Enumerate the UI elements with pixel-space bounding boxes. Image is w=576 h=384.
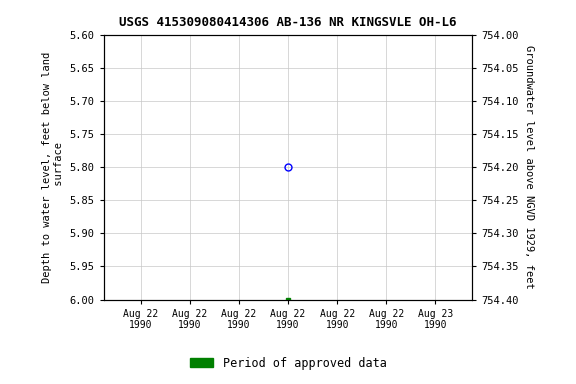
Y-axis label: Depth to water level, feet below land
 surface: Depth to water level, feet below land su…	[43, 51, 64, 283]
Legend: Period of approved data: Period of approved data	[185, 352, 391, 374]
Title: USGS 415309080414306 AB-136 NR KINGSVLE OH-L6: USGS 415309080414306 AB-136 NR KINGSVLE …	[119, 16, 457, 29]
Y-axis label: Groundwater level above NGVD 1929, feet: Groundwater level above NGVD 1929, feet	[524, 45, 535, 289]
